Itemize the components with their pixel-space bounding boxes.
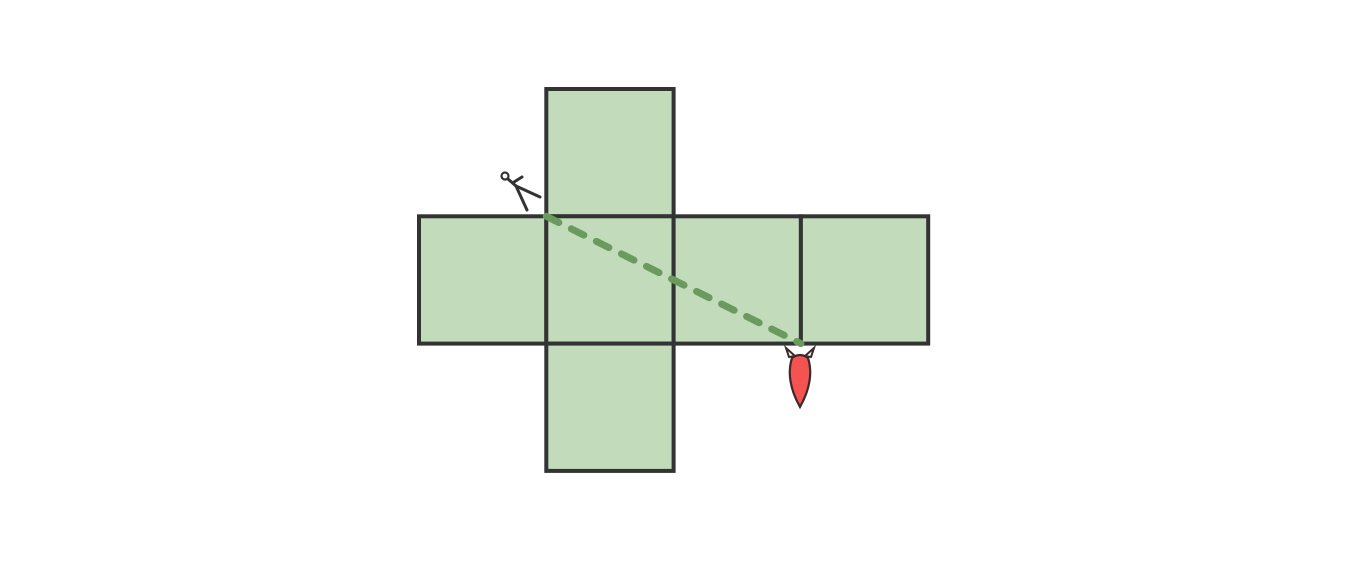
shortest-path-line: [542, 212, 805, 348]
path-layer: [542, 212, 805, 348]
bottom-face: [544, 341, 676, 473]
top-face: [544, 87, 676, 219]
left-face: [417, 214, 549, 346]
back-face: [798, 214, 931, 346]
faces-layer: [417, 87, 931, 473]
right-face: [671, 214, 803, 346]
carrot-icon: [783, 344, 817, 410]
markers-layer: [500, 171, 817, 410]
scissors-icon: [500, 171, 542, 212]
front-face: [544, 214, 676, 346]
